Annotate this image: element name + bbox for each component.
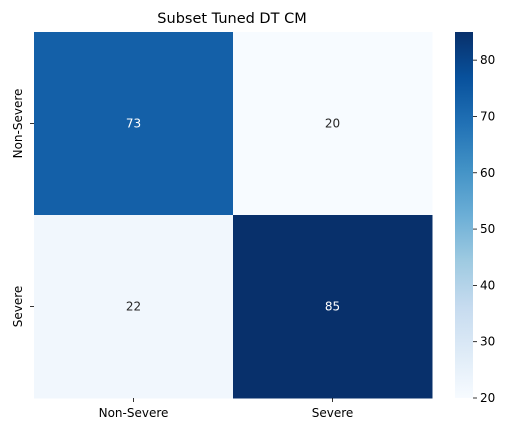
chart-title: Subset Tuned DT CM (157, 11, 306, 27)
colorbar-tick-label: 80 (480, 53, 495, 67)
colorbar-tick-label: 70 (480, 109, 495, 123)
y-axis-ticks: Non-Severe Severe (11, 89, 34, 328)
heatmap-cell (34, 215, 234, 399)
cell-value-label: 22 (126, 300, 141, 314)
cell-value-label: 73 (126, 117, 141, 131)
cell-value-label: 20 (325, 117, 340, 131)
colorbar (455, 32, 473, 398)
heatmap-cells: 73 20 22 85 (34, 32, 433, 399)
heatmap-cell (233, 215, 433, 399)
x-tick-label: Non-Severe (99, 406, 169, 420)
x-axis-ticks: Non-Severe Severe (99, 398, 354, 420)
heatmap-cell (233, 32, 433, 216)
colorbar-tick-label: 30 (480, 335, 495, 349)
y-tick-label: Severe (11, 286, 25, 328)
heatmap-cell (34, 32, 234, 216)
colorbar-tick-label: 40 (480, 278, 495, 292)
cell-value-label: 85 (325, 300, 340, 314)
colorbar-tick-label: 50 (480, 222, 495, 236)
colorbar-tick-label: 20 (480, 391, 495, 405)
colorbar-ticks: 20 30 40 50 60 70 80 (473, 53, 495, 405)
y-tick-label: Non-Severe (11, 89, 25, 159)
x-tick-label: Severe (312, 406, 354, 420)
colorbar-tick-label: 60 (480, 166, 495, 180)
